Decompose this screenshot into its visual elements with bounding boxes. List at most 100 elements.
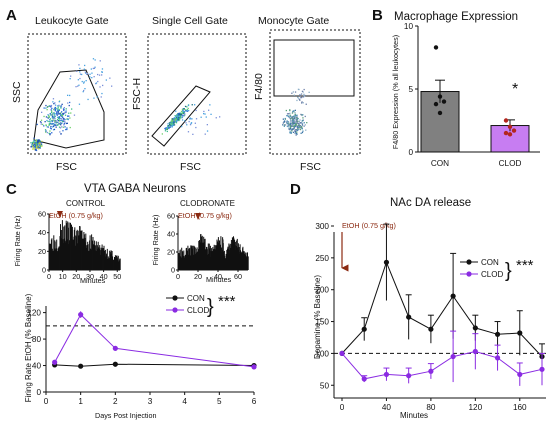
leukocyte-gate-events: [30, 58, 113, 152]
monocyte-event-dot: [282, 124, 284, 126]
leukocyte-event-dot: [61, 126, 63, 128]
monocyte-event-dot: [300, 93, 303, 95]
monocyte-event-dot: [286, 125, 288, 127]
leukocyte-event-dot: [55, 108, 57, 110]
leukocyte-event-dot: [34, 145, 36, 147]
leukocyte-event-dot: [58, 117, 60, 119]
single-cell-event-dot: [171, 120, 174, 122]
leukocyte-event-dot: [36, 144, 39, 146]
leukocyte-event-dot: [63, 109, 65, 111]
single-cell-event-dot: [174, 119, 176, 121]
monocyte-event-dot: [295, 115, 297, 117]
single-cell-event-dot: [175, 117, 178, 119]
leukocyte-event-dot: [68, 115, 70, 117]
panel-d-data-point: [517, 330, 523, 336]
leukocyte-event-dot: [39, 145, 42, 147]
leukocyte-event-dot: [54, 121, 57, 123]
monocyte-event-dot: [296, 129, 298, 132]
leukocyte-event-dot: [51, 123, 53, 125]
leukocyte-event-dot: [56, 111, 58, 113]
single-cell-event-dot: [177, 115, 179, 117]
leukocyte-event-dot: [33, 143, 35, 145]
panel-c-y-tick-label: 80: [32, 335, 42, 344]
monocyte-event-dot: [298, 128, 300, 130]
panel-d-data-point: [383, 259, 390, 265]
monocyte-event-dot: [293, 128, 295, 130]
panel-b-data-point: [433, 45, 439, 50]
single-cell-event-dot: [180, 112, 182, 114]
panel-a: A Leukocyte Gate FSC SSC Single Cell Gat…: [6, 7, 361, 173]
leukocyte-gate-xlabel: FSC: [56, 161, 77, 173]
control-trace-rate-bar: [119, 258, 121, 270]
panel-b-data-point: [503, 118, 509, 123]
single-cell-event-dot: [183, 111, 185, 113]
single-cell-event-dot: [169, 123, 171, 125]
leukocyte-event-dot: [100, 96, 102, 98]
leukocyte-event-dot: [60, 105, 63, 107]
leukocyte-event-dot: [31, 142, 34, 144]
leukocyte-event-dot: [39, 144, 41, 146]
leukocyte-event-dot: [51, 120, 53, 122]
monocyte-gate-title: Monocyte Gate: [258, 15, 329, 27]
leukocyte-event-dot: [52, 113, 54, 115]
leukocyte-event-dot: [69, 78, 71, 80]
leukocyte-event-dot: [61, 119, 63, 122]
leukocyte-event-dot: [56, 105, 59, 107]
leukocyte-event-dot: [53, 112, 56, 115]
leukocyte-event-dot: [95, 83, 97, 85]
leukocyte-event-dot: [96, 96, 98, 98]
leukocyte-event-dot: [48, 114, 50, 117]
monocyte-event-dot: [297, 122, 299, 125]
monocyte-event-dot: [299, 122, 301, 124]
single-cell-event-dot: [176, 120, 178, 122]
monocyte-event-dot: [305, 129, 307, 131]
single-cell-event-dot: [172, 124, 174, 126]
leukocyte-event-dot: [37, 147, 39, 149]
single-cell-event-dot: [204, 113, 206, 115]
leukocyte-event-dot: [69, 117, 71, 119]
leukocyte-event-dot: [60, 119, 62, 122]
single-cell-event-dot: [177, 112, 179, 115]
monocyte-event-dot: [300, 132, 302, 134]
clodronate-trace-etoh-marker: [195, 213, 201, 220]
leukocyte-event-dot: [62, 113, 64, 116]
single-cell-event-dot: [177, 114, 180, 116]
panel-d-data-point: [450, 293, 456, 299]
panel-d-legend-brace: }: [505, 260, 512, 282]
leukocyte-event-dot: [79, 71, 81, 73]
leukocyte-event-dot: [44, 121, 46, 123]
single-cell-gate-xlabel: FSC: [180, 161, 201, 173]
single-cell-event-dot: [189, 117, 191, 119]
leukocyte-event-dot: [66, 122, 68, 124]
monocyte-event-dot: [301, 114, 303, 117]
leukocyte-event-dot: [38, 141, 40, 143]
monocyte-event-dot: [288, 128, 290, 130]
leukocyte-event-dot: [45, 131, 47, 133]
monocyte-event-dot: [288, 123, 290, 125]
single-cell-event-dot: [171, 118, 173, 120]
leukocyte-event-dot: [62, 130, 64, 132]
monocyte-event-dot: [286, 120, 288, 122]
monocyte-event-dot: [289, 131, 291, 133]
leukocyte-event-dot: [33, 148, 35, 150]
leukocyte-event-dot: [53, 103, 55, 105]
panel-c-y-tick-label: 0: [36, 388, 41, 397]
control-trace-chart: 0 20 40 60 0 10 20 30 40 50: [38, 210, 121, 282]
leukocyte-event-dot: [66, 127, 68, 129]
monocyte-event-dot: [293, 125, 295, 127]
leukocyte-event-dot: [68, 112, 70, 114]
monocyte-event-dot: [294, 121, 296, 123]
monocyte-event-dot: [301, 122, 303, 125]
leukocyte-event-dot: [61, 111, 63, 113]
monocyte-event-dot: [301, 124, 304, 126]
leukocyte-event-dot: [56, 114, 58, 116]
leukocyte-event-dot: [36, 139, 38, 141]
leukocyte-event-dot: [34, 144, 36, 146]
leukocyte-event-dot: [65, 108, 67, 110]
leukocyte-event-dot: [69, 126, 71, 129]
monocyte-event-dot: [294, 109, 296, 111]
single-cell-event-dot: [179, 113, 181, 115]
panel-d-x-tick-label: 0: [340, 403, 345, 412]
monocyte-event-dot: [294, 130, 296, 132]
monocyte-event-dot: [291, 130, 293, 132]
